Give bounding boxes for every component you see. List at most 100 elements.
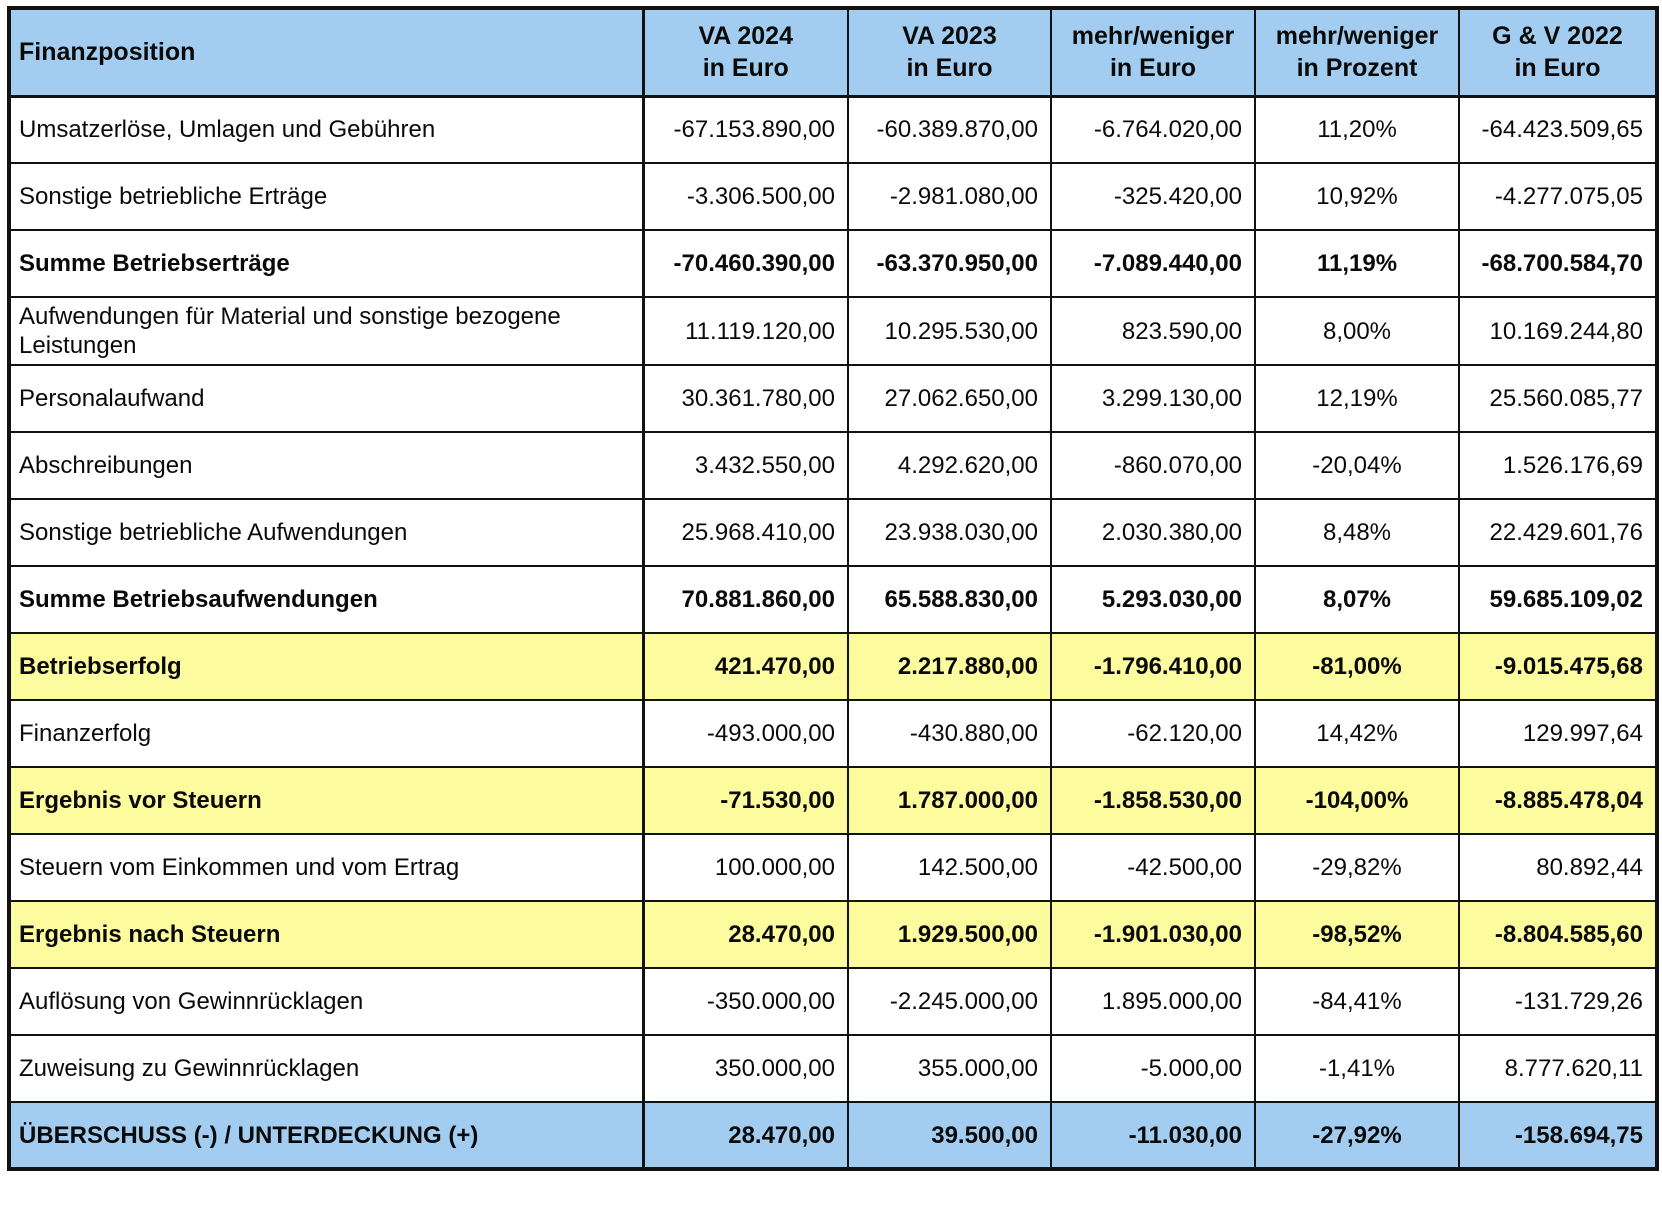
row-label: Ergebnis nach Steuern bbox=[8, 900, 645, 969]
column-header-sublabel: in Euro bbox=[906, 54, 993, 83]
cell-va-2023: 142.500,00 bbox=[847, 833, 1052, 902]
cell-gv-2022: 59.685.109,02 bbox=[1458, 565, 1658, 634]
column-header-va-2023: VA 2023 in Euro bbox=[847, 7, 1052, 98]
cell-gv-2022: -68.700.584,70 bbox=[1458, 229, 1658, 298]
cell-gv-2022: 1.526.176,69 bbox=[1458, 431, 1658, 500]
cell-mehr-weniger-euro: 2.030.380,00 bbox=[1050, 498, 1256, 567]
cell-gv-2022: 22.429.601,76 bbox=[1458, 498, 1658, 567]
cell-mehr-weniger-euro: -42.500,00 bbox=[1050, 833, 1256, 902]
cell-mehr-weniger-euro: 1.895.000,00 bbox=[1050, 967, 1256, 1036]
cell-mehr-weniger-euro: 5.293.030,00 bbox=[1050, 565, 1256, 634]
column-header-finanzposition: Finanzposition bbox=[8, 7, 645, 98]
cell-va-2023: 23.938.030,00 bbox=[847, 498, 1052, 567]
column-header-label: G & V 2022 bbox=[1492, 22, 1623, 51]
cell-mehr-weniger-euro: -1.858.530,00 bbox=[1050, 766, 1256, 835]
cell-gv-2022: -64.423.509,65 bbox=[1458, 95, 1658, 164]
column-header-va-2024: VA 2024 in Euro bbox=[642, 7, 849, 98]
cell-mehr-weniger-prozent: -29,82% bbox=[1254, 833, 1460, 902]
table-row: Abschreibungen 3.432.550,00 4.292.620,00… bbox=[8, 431, 1658, 500]
cell-mehr-weniger-prozent: -84,41% bbox=[1254, 967, 1460, 1036]
cell-mehr-weniger-euro: -860.070,00 bbox=[1050, 431, 1256, 500]
row-label: Aufwendungen für Material und sonstige b… bbox=[8, 296, 645, 366]
column-header-sublabel: in Prozent bbox=[1296, 54, 1418, 83]
cell-gv-2022: 8.777.620,11 bbox=[1458, 1034, 1658, 1103]
cell-mehr-weniger-prozent: 11,19% bbox=[1254, 229, 1460, 298]
table-row: Auflösung von Gewinnrücklagen -350.000,0… bbox=[8, 967, 1658, 1036]
cell-va-2024: 30.361.780,00 bbox=[642, 364, 849, 433]
cell-gv-2022: -8.885.478,04 bbox=[1458, 766, 1658, 835]
row-label: Zuweisung zu Gewinnrücklagen bbox=[8, 1034, 645, 1103]
table-row: Steuern vom Einkommen und vom Ertrag 100… bbox=[8, 833, 1658, 902]
cell-va-2023: 1.929.500,00 bbox=[847, 900, 1052, 969]
cell-mehr-weniger-prozent: 12,19% bbox=[1254, 364, 1460, 433]
cell-mehr-weniger-prozent: 11,20% bbox=[1254, 95, 1460, 164]
header-row: Finanzposition VA 2024 in Euro VA 2023 i… bbox=[8, 7, 1658, 98]
table-row: Sonstige betriebliche Aufwendungen 25.96… bbox=[8, 498, 1658, 567]
row-label: ÜBERSCHUSS (-) / UNTERDECKUNG (+) bbox=[8, 1101, 645, 1170]
cell-va-2024: -350.000,00 bbox=[642, 967, 849, 1036]
row-label: Summe Betriebsaufwendungen bbox=[8, 565, 645, 634]
cell-mehr-weniger-euro: -6.764.020,00 bbox=[1050, 95, 1256, 164]
cell-va-2023: 65.588.830,00 bbox=[847, 565, 1052, 634]
table-row: ÜBERSCHUSS (-) / UNTERDECKUNG (+) 28.470… bbox=[8, 1101, 1658, 1170]
table-row: Betriebserfolg 421.470,00 2.217.880,00 -… bbox=[8, 632, 1658, 701]
table-row: Personalaufwand 30.361.780,00 27.062.650… bbox=[8, 364, 1658, 433]
row-label: Sonstige betriebliche Erträge bbox=[8, 162, 645, 231]
cell-va-2023: 10.295.530,00 bbox=[847, 296, 1052, 366]
row-label: Auflösung von Gewinnrücklagen bbox=[8, 967, 645, 1036]
table-row: Zuweisung zu Gewinnrücklagen 350.000,00 … bbox=[8, 1034, 1658, 1103]
table-row: Ergebnis nach Steuern 28.470,00 1.929.50… bbox=[8, 900, 1658, 969]
row-label: Sonstige betriebliche Aufwendungen bbox=[8, 498, 645, 567]
cell-gv-2022: -4.277.075,05 bbox=[1458, 162, 1658, 231]
row-label: Ergebnis vor Steuern bbox=[8, 766, 645, 835]
cell-va-2024: 70.881.860,00 bbox=[642, 565, 849, 634]
cell-mehr-weniger-euro: 3.299.130,00 bbox=[1050, 364, 1256, 433]
column-header-label: mehr/weniger bbox=[1071, 22, 1235, 51]
cell-mehr-weniger-euro: -325.420,00 bbox=[1050, 162, 1256, 231]
cell-mehr-weniger-prozent: -20,04% bbox=[1254, 431, 1460, 500]
row-label: Abschreibungen bbox=[8, 431, 645, 500]
cell-va-2024: -67.153.890,00 bbox=[642, 95, 849, 164]
cell-va-2024: 25.968.410,00 bbox=[642, 498, 849, 567]
row-label: Betriebserfolg bbox=[8, 632, 645, 701]
row-label: Summe Betriebserträge bbox=[8, 229, 645, 298]
cell-va-2024: 11.119.120,00 bbox=[642, 296, 849, 366]
cell-gv-2022: 10.169.244,80 bbox=[1458, 296, 1658, 366]
cell-gv-2022: 129.997,64 bbox=[1458, 699, 1658, 768]
table-row: Umsatzerlöse, Umlagen und Gebühren -67.1… bbox=[8, 95, 1658, 164]
cell-mehr-weniger-euro: -1.901.030,00 bbox=[1050, 900, 1256, 969]
cell-va-2024: 421.470,00 bbox=[642, 632, 849, 701]
row-label: Steuern vom Einkommen und vom Ertrag bbox=[8, 833, 645, 902]
cell-gv-2022: -9.015.475,68 bbox=[1458, 632, 1658, 701]
cell-mehr-weniger-prozent: 14,42% bbox=[1254, 699, 1460, 768]
column-header-label: Finanzposition bbox=[19, 38, 196, 67]
column-header-label: mehr/weniger bbox=[1275, 22, 1439, 51]
cell-va-2023: 27.062.650,00 bbox=[847, 364, 1052, 433]
cell-mehr-weniger-euro: -7.089.440,00 bbox=[1050, 229, 1256, 298]
cell-va-2023: 4.292.620,00 bbox=[847, 431, 1052, 500]
cell-va-2023: 355.000,00 bbox=[847, 1034, 1052, 1103]
table-row: Sonstige betriebliche Erträge -3.306.500… bbox=[8, 162, 1658, 231]
cell-va-2024: 28.470,00 bbox=[642, 1101, 849, 1170]
column-header-mehr-weniger-euro: mehr/weniger in Euro bbox=[1050, 7, 1256, 98]
row-label: Finanzerfolg bbox=[8, 699, 645, 768]
cell-mehr-weniger-euro: 823.590,00 bbox=[1050, 296, 1256, 366]
cell-mehr-weniger-prozent: -27,92% bbox=[1254, 1101, 1460, 1170]
table-row: Summe Betriebserträge -70.460.390,00 -63… bbox=[8, 229, 1658, 298]
cell-va-2024: 3.432.550,00 bbox=[642, 431, 849, 500]
cell-va-2023: -63.370.950,00 bbox=[847, 229, 1052, 298]
cell-va-2023: -2.981.080,00 bbox=[847, 162, 1052, 231]
cell-mehr-weniger-euro: -5.000,00 bbox=[1050, 1034, 1256, 1103]
cell-mehr-weniger-euro: -11.030,00 bbox=[1050, 1101, 1256, 1170]
cell-mehr-weniger-prozent: -104,00% bbox=[1254, 766, 1460, 835]
column-header-mehr-weniger-prozent: mehr/weniger in Prozent bbox=[1254, 7, 1460, 98]
column-header-label: VA 2024 bbox=[698, 22, 793, 51]
table-row: Aufwendungen für Material und sonstige b… bbox=[8, 296, 1658, 366]
cell-mehr-weniger-prozent: 8,48% bbox=[1254, 498, 1460, 567]
finanz-table: Finanzposition VA 2024 in Euro VA 2023 i… bbox=[7, 6, 1659, 1171]
cell-va-2024: 100.000,00 bbox=[642, 833, 849, 902]
cell-va-2023: -2.245.000,00 bbox=[847, 967, 1052, 1036]
row-label: Umsatzerlöse, Umlagen und Gebühren bbox=[8, 95, 645, 164]
cell-va-2023: 2.217.880,00 bbox=[847, 632, 1052, 701]
column-header-label: VA 2023 bbox=[902, 22, 997, 51]
